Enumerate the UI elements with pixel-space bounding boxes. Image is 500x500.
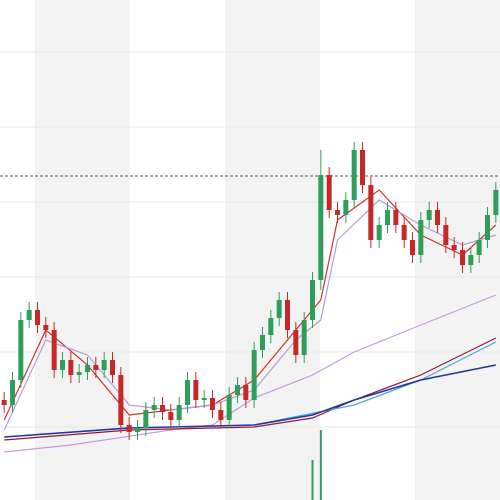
candle-body: [160, 405, 165, 412]
candle-body: [351, 150, 357, 200]
moving-average-line: [254, 341, 497, 426]
candle-body: [451, 245, 457, 250]
candle-body: [93, 365, 99, 370]
candle-body: [468, 255, 474, 265]
candle-body: [393, 210, 399, 225]
candle-body: [460, 250, 465, 265]
candle-body: [426, 210, 432, 220]
candle-body: [251, 350, 257, 400]
candle-body: [318, 175, 324, 280]
candle-body: [410, 240, 415, 255]
candle-body: [218, 410, 224, 420]
candle-body: [485, 215, 490, 240]
candle-body: [193, 380, 199, 400]
candle-body: [385, 210, 390, 225]
candle-body: [135, 428, 140, 432]
candle-body: [360, 150, 365, 185]
candle-body: [43, 325, 49, 330]
candle-body: [493, 190, 499, 215]
candle-body: [18, 320, 24, 380]
candle-body: [201, 398, 207, 400]
candle-body: [335, 210, 340, 215]
candle-body: [343, 200, 349, 215]
candle-body: [35, 310, 40, 325]
candle-body: [176, 405, 182, 420]
candle-body: [60, 360, 65, 370]
candle-body: [260, 335, 265, 350]
volume-bar: [311, 460, 314, 500]
candle-body: [143, 410, 149, 428]
candle-body: [76, 372, 82, 375]
candle-body: [418, 220, 424, 255]
candle-body: [368, 185, 374, 240]
candle-body: [10, 380, 15, 405]
candle-body: [276, 300, 282, 318]
candle-body: [226, 395, 232, 420]
candle-body: [293, 330, 299, 355]
candle-body: [443, 225, 449, 245]
candle-body: [301, 320, 307, 355]
candle-body: [401, 225, 407, 240]
candle-body: [118, 375, 124, 425]
period-band: [415, 0, 500, 500]
candle-body: [210, 398, 215, 410]
candle-body: [310, 280, 315, 320]
candle-body: [110, 360, 115, 375]
candle-body: [435, 210, 440, 225]
candle-body: [268, 318, 274, 335]
candle-body: [326, 175, 332, 210]
candle-body: [476, 240, 482, 255]
candle-body: [285, 300, 290, 330]
candle-body: [185, 380, 190, 405]
candle-body: [101, 360, 107, 370]
candle-body: [85, 365, 90, 372]
candle-body: [243, 385, 249, 400]
moving-average-line: [3, 189, 497, 421]
candle-body: [168, 412, 174, 420]
candle-body: [126, 425, 132, 432]
period-band: [35, 0, 130, 500]
candle-body: [235, 385, 240, 395]
candle-body: [68, 360, 74, 375]
volume-bar: [319, 430, 322, 500]
candle-body: [51, 330, 57, 370]
candle-body: [26, 310, 32, 320]
candle-body: [1, 400, 7, 405]
candle-body: [151, 405, 157, 410]
candle-body: [376, 225, 382, 240]
moving-average-line: [3, 199, 496, 431]
